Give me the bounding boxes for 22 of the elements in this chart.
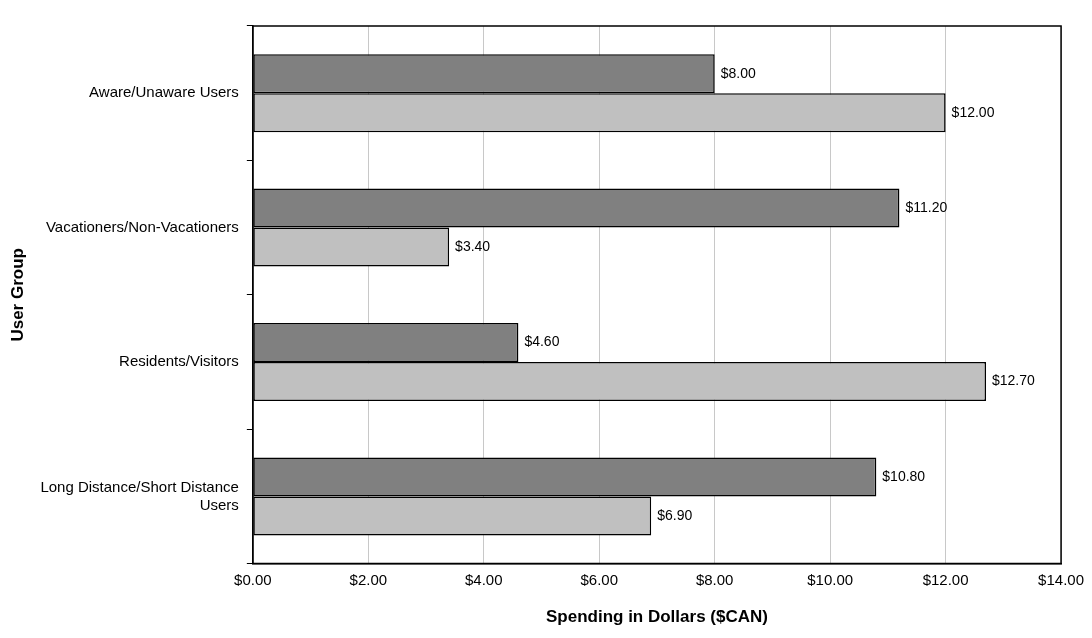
- y-tick-label: Aware/Unaware Users: [89, 83, 239, 101]
- y-tick-label: Long Distance/Short Distance Users: [40, 477, 239, 513]
- data-label: $6.90: [657, 506, 693, 523]
- x-tick-label: $4.00: [464, 570, 503, 588]
- data-label: $8.00: [720, 64, 756, 81]
- data-label: $11.20: [905, 198, 948, 215]
- data-label: $3.40: [455, 237, 491, 254]
- data-label: $12.70: [992, 372, 1036, 389]
- x-tick-label: $12.00: [922, 570, 969, 588]
- data-label: $12.00: [951, 103, 995, 120]
- x-tick-label: $2.00: [349, 570, 388, 588]
- x-axis-title: Spending in Dollars ($CAN): [545, 607, 768, 627]
- x-tick-label: $8.00: [695, 570, 734, 588]
- x-tick-label: $14.00: [1038, 570, 1085, 588]
- y-tick-label: Residents/Visitors: [119, 352, 239, 370]
- data-label: $10.80: [882, 467, 926, 484]
- data-label: $4.60: [524, 333, 560, 350]
- y-tick-label: Vacationers/Non-Vacationers: [45, 217, 239, 235]
- x-tick-label: $0.00: [234, 570, 272, 588]
- x-tick-label: $6.00: [580, 570, 618, 588]
- y-axis-title: User Group: [7, 248, 27, 342]
- x-tick-label: $10.00: [807, 570, 854, 588]
